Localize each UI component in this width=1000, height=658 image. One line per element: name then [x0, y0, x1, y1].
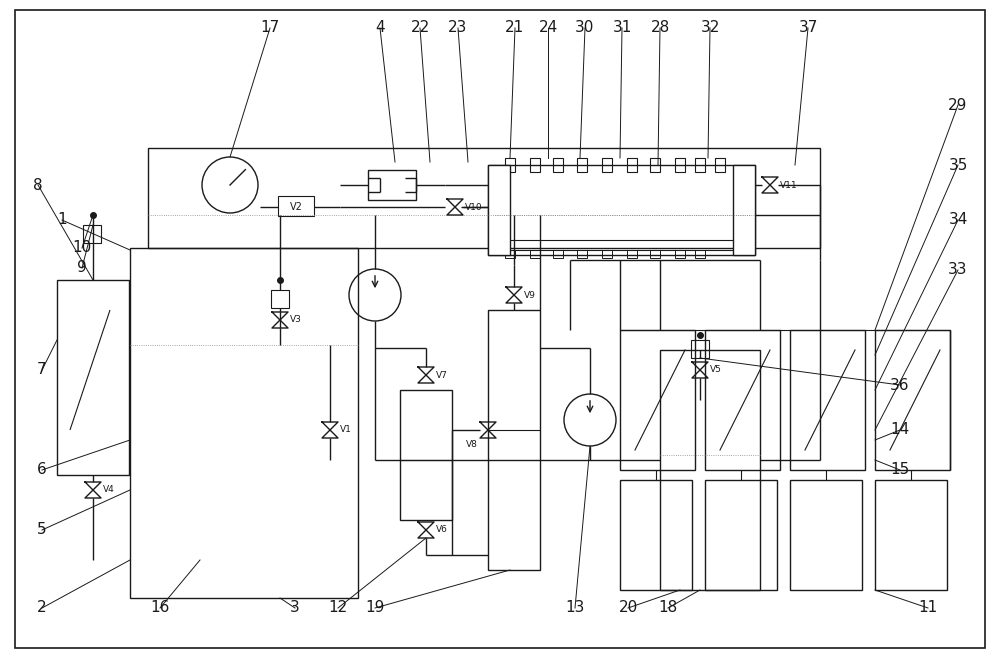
- Bar: [705, 330, 780, 470]
- Text: V10: V10: [465, 203, 483, 211]
- Text: 28: 28: [650, 20, 670, 36]
- Text: V8: V8: [466, 440, 478, 449]
- Bar: [705, 480, 777, 590]
- Bar: [488, 165, 510, 255]
- Text: 21: 21: [505, 20, 525, 36]
- Bar: [875, 480, 947, 590]
- Bar: [553, 250, 563, 258]
- Text: 10: 10: [72, 241, 92, 255]
- Bar: [675, 158, 685, 172]
- Bar: [495, 240, 743, 250]
- Bar: [620, 330, 695, 470]
- Text: V7: V7: [436, 370, 448, 380]
- Bar: [790, 480, 862, 590]
- Bar: [660, 350, 760, 590]
- Text: 19: 19: [365, 601, 385, 615]
- Text: 4: 4: [375, 20, 385, 36]
- Text: 1: 1: [57, 213, 67, 228]
- Bar: [530, 250, 540, 258]
- Bar: [691, 340, 709, 358]
- Bar: [695, 250, 705, 258]
- Text: 22: 22: [410, 20, 430, 36]
- Bar: [695, 158, 705, 172]
- Bar: [505, 250, 515, 258]
- Bar: [57, 280, 129, 475]
- Text: 33: 33: [948, 263, 968, 278]
- Text: 3: 3: [290, 601, 300, 615]
- Bar: [627, 158, 637, 172]
- Text: V1: V1: [340, 426, 352, 434]
- Text: 7: 7: [37, 363, 47, 378]
- Text: V4: V4: [103, 486, 115, 495]
- Bar: [400, 390, 452, 520]
- Bar: [627, 250, 637, 258]
- Bar: [602, 158, 612, 172]
- Bar: [602, 250, 612, 258]
- Text: 24: 24: [538, 20, 558, 36]
- Text: V6: V6: [436, 526, 448, 534]
- Text: 35: 35: [948, 157, 968, 172]
- Bar: [650, 158, 660, 172]
- Bar: [488, 310, 540, 570]
- Text: V2: V2: [290, 202, 302, 212]
- Text: 13: 13: [565, 601, 585, 615]
- Text: 20: 20: [618, 601, 638, 615]
- Bar: [553, 158, 563, 172]
- Text: 32: 32: [700, 20, 720, 36]
- Bar: [715, 158, 725, 172]
- Bar: [675, 250, 685, 258]
- Bar: [148, 148, 820, 248]
- Text: V3: V3: [290, 315, 302, 324]
- Text: V11: V11: [780, 180, 798, 190]
- Text: 5: 5: [37, 522, 47, 538]
- Bar: [130, 248, 358, 598]
- Text: 30: 30: [575, 20, 595, 36]
- Text: 6: 6: [37, 463, 47, 478]
- Text: 37: 37: [798, 20, 818, 36]
- Text: 36: 36: [890, 378, 910, 393]
- Text: 23: 23: [448, 20, 468, 36]
- Bar: [577, 250, 587, 258]
- Text: V5: V5: [710, 365, 722, 374]
- Text: 16: 16: [150, 601, 170, 615]
- Bar: [488, 165, 755, 255]
- Bar: [278, 196, 314, 216]
- Bar: [271, 290, 289, 308]
- Bar: [368, 170, 416, 200]
- Bar: [505, 158, 515, 172]
- Text: 31: 31: [612, 20, 632, 36]
- Bar: [577, 158, 587, 172]
- Bar: [790, 330, 865, 470]
- Text: 14: 14: [890, 422, 910, 438]
- Text: 9: 9: [77, 261, 87, 276]
- Text: 34: 34: [948, 213, 968, 228]
- Bar: [875, 330, 950, 470]
- Bar: [650, 250, 660, 258]
- Text: 17: 17: [260, 20, 280, 36]
- Bar: [530, 158, 540, 172]
- Text: 2: 2: [37, 601, 47, 615]
- Text: 12: 12: [328, 601, 348, 615]
- Text: V9: V9: [524, 290, 536, 299]
- Text: 18: 18: [658, 601, 678, 615]
- Bar: [733, 165, 755, 255]
- Bar: [83, 225, 101, 243]
- Bar: [620, 480, 692, 590]
- Text: 29: 29: [948, 97, 968, 113]
- Text: 8: 8: [33, 178, 43, 193]
- Text: 15: 15: [890, 463, 910, 478]
- Text: 11: 11: [918, 601, 938, 615]
